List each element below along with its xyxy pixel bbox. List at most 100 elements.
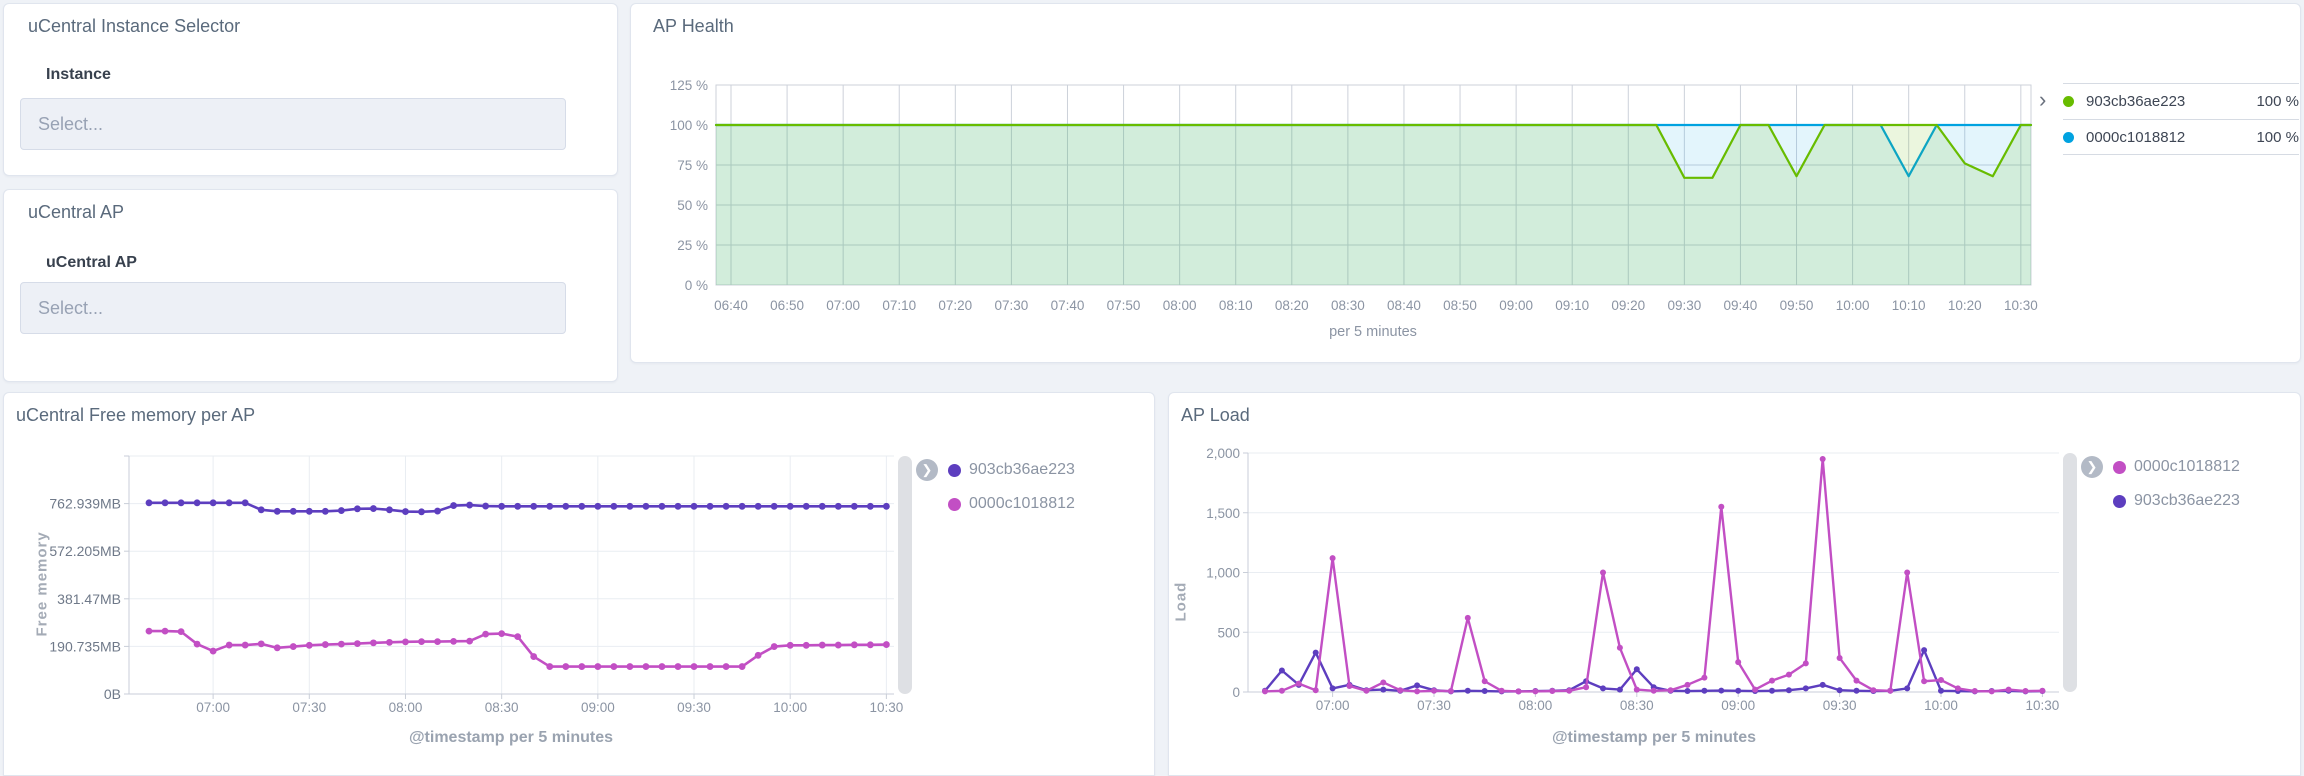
ap-load-legend: ❯ 0000c1018812 903cb36ae223 (2081, 454, 2304, 522)
svg-text:1,500: 1,500 (1206, 506, 1240, 521)
svg-text:07:10: 07:10 (882, 298, 916, 313)
svg-text:08:40: 08:40 (1387, 298, 1421, 313)
svg-text:10:00: 10:00 (1836, 298, 1870, 313)
svg-text:10:10: 10:10 (1892, 298, 1926, 313)
svg-text:08:10: 08:10 (1219, 298, 1253, 313)
svg-text:10:30: 10:30 (2004, 298, 2038, 313)
legend-scrollbar[interactable] (898, 456, 912, 694)
svg-text:09:30: 09:30 (1667, 298, 1701, 313)
svg-text:07:30: 07:30 (1417, 698, 1451, 713)
svg-text:0: 0 (1232, 685, 1240, 700)
svg-text:07:40: 07:40 (1051, 298, 1085, 313)
instance-field-label: Instance (46, 66, 111, 83)
svg-text:09:10: 09:10 (1555, 298, 1589, 313)
legend-label: 0000c1018812 (969, 495, 1075, 512)
svg-text:08:00: 08:00 (1519, 698, 1553, 713)
svg-text:08:30: 08:30 (1331, 298, 1365, 313)
svg-text:06:50: 06:50 (770, 298, 804, 313)
series-dot-icon (948, 463, 961, 477)
svg-text:07:30: 07:30 (995, 298, 1029, 313)
y-axis-title: Free memory (33, 531, 51, 637)
legend-label: 0000c1018812 (2086, 128, 2186, 146)
ucentral-ap-field-label: uCentral AP (46, 254, 137, 271)
svg-text:10:30: 10:30 (869, 700, 903, 715)
svg-text:500: 500 (1217, 625, 1240, 640)
svg-text:1,000: 1,000 (1206, 566, 1240, 581)
svg-text:07:00: 07:00 (1316, 698, 1350, 713)
legend-label: 903cb36ae223 (2134, 492, 2240, 509)
legend-item[interactable]: 0000c1018812 (948, 491, 1178, 517)
svg-text:09:50: 09:50 (1780, 298, 1814, 313)
x-axis-title: per 5 minutes (1329, 324, 1417, 340)
panel-title: uCentral Instance Selector (28, 16, 241, 36)
ucentral-ap-select[interactable]: Select... (20, 282, 566, 334)
free-memory-panel: uCentral Free memory per AP 0B 190.735MB 3… (3, 392, 1155, 776)
svg-text:08:30: 08:30 (485, 700, 519, 715)
svg-text:07:50: 07:50 (1107, 298, 1141, 313)
series-dot-icon (2063, 131, 2074, 143)
svg-text:09:30: 09:30 (1823, 698, 1857, 713)
svg-text:50 %: 50 % (677, 198, 708, 213)
free-memory-legend: ❯ 903cb36ae223 0000c1018812 (916, 457, 1178, 525)
ap-selector-panel: uCentral AP uCentral AP Select... (3, 189, 618, 382)
chevron-right-icon[interactable]: ❯ (2081, 456, 2103, 478)
chevron-right-icon[interactable]: › (2039, 87, 2047, 112)
instance-selector-panel: uCentral Instance Selector Instance Sele… (3, 3, 618, 176)
legend-item[interactable]: 903cb36ae223 (2113, 488, 2304, 514)
legend-item[interactable]: 903cb36ae223 100 % (2063, 83, 2299, 119)
series-dot-icon (2113, 494, 2126, 508)
svg-text:09:30: 09:30 (677, 700, 711, 715)
panel-title: AP Load (1181, 405, 1250, 425)
svg-text:07:00: 07:00 (196, 700, 230, 715)
x-axis-title: @timestamp per 5 minutes (1551, 729, 1757, 746)
ap-load-chart[interactable]: 0 500 1,000 1,500 2,000 07:00 07:30 08:00 08:30 0… (1169, 393, 2302, 776)
svg-text:762.939MB: 762.939MB (49, 496, 121, 512)
svg-text:572.205MB: 572.205MB (49, 543, 121, 559)
svg-text:10:00: 10:00 (1924, 698, 1958, 713)
legend-value: 100 % (2256, 128, 2299, 146)
free-memory-chart[interactable]: 0B 190.735MB 381.47MB 572.205MB 762.939MB 07:… (4, 393, 1156, 776)
svg-text:09:40: 09:40 (1724, 298, 1758, 313)
y-axis-title: Load (1172, 581, 1190, 622)
svg-text:08:20: 08:20 (1275, 298, 1309, 313)
svg-text:08:50: 08:50 (1443, 298, 1477, 313)
svg-text:08:00: 08:00 (389, 700, 423, 715)
panel-title: AP Health (653, 16, 734, 36)
legend-value: 100 % (2256, 93, 2299, 110)
panel-title: uCentral Free memory per AP (16, 405, 256, 425)
svg-text:125 %: 125 % (670, 78, 708, 93)
svg-text:381.47MB: 381.47MB (57, 591, 121, 607)
svg-text:2,000: 2,000 (1206, 446, 1240, 461)
series-dot-icon (948, 497, 961, 511)
svg-text:10:00: 10:00 (773, 700, 807, 715)
legend-item[interactable]: 0000c1018812 100 % (2063, 119, 2299, 155)
svg-text:10:20: 10:20 (1948, 298, 1982, 313)
instance-select[interactable]: Select... (20, 98, 566, 150)
legend-label: 0000c1018812 (2134, 458, 2240, 475)
svg-text:10:30: 10:30 (2026, 698, 2060, 713)
instance-select-placeholder: Select... (38, 113, 104, 134)
ap-load-panel: AP Load 0 500 1,000 1,500 2,000 07:00 07:30 08:… (1168, 392, 2301, 776)
x-axis-title: @timestamp per 5 minutes (408, 729, 614, 746)
ucentral-ap-select-placeholder: Select... (38, 297, 104, 318)
panel-title: uCentral AP (28, 202, 125, 222)
chevron-right-icon[interactable]: ❯ (916, 459, 938, 481)
svg-text:25 %: 25 % (677, 238, 708, 253)
svg-text:0B: 0B (104, 686, 121, 702)
ap-health-chart[interactable]: 0 % 25 % 50 % 75 % 100 % 125 % 06:40 06:50 07:00… (631, 4, 2302, 364)
ap-health-panel: AP Health 0 % 25 % 50 % 75 % 100 % 125 % 06:40… (630, 3, 2301, 363)
legend-item[interactable]: 0000c1018812 (2113, 454, 2304, 480)
svg-text:09:00: 09:00 (581, 700, 615, 715)
series-dot-icon (2113, 460, 2126, 474)
svg-text:09:00: 09:00 (1499, 298, 1533, 313)
legend-scrollbar[interactable] (2063, 453, 2077, 692)
series-dot-icon (2063, 96, 2074, 107)
svg-text:06:40: 06:40 (714, 298, 748, 313)
svg-text:07:30: 07:30 (292, 700, 326, 715)
svg-text:75 %: 75 % (677, 158, 708, 173)
svg-text:190.735MB: 190.735MB (49, 638, 121, 654)
legend-label: 903cb36ae223 (969, 461, 1075, 478)
ap-health-legend: › 903cb36ae223 100 % 0000c1018812 100 % (2039, 83, 2299, 155)
svg-text:07:20: 07:20 (938, 298, 972, 313)
legend-item[interactable]: 903cb36ae223 (948, 457, 1178, 483)
